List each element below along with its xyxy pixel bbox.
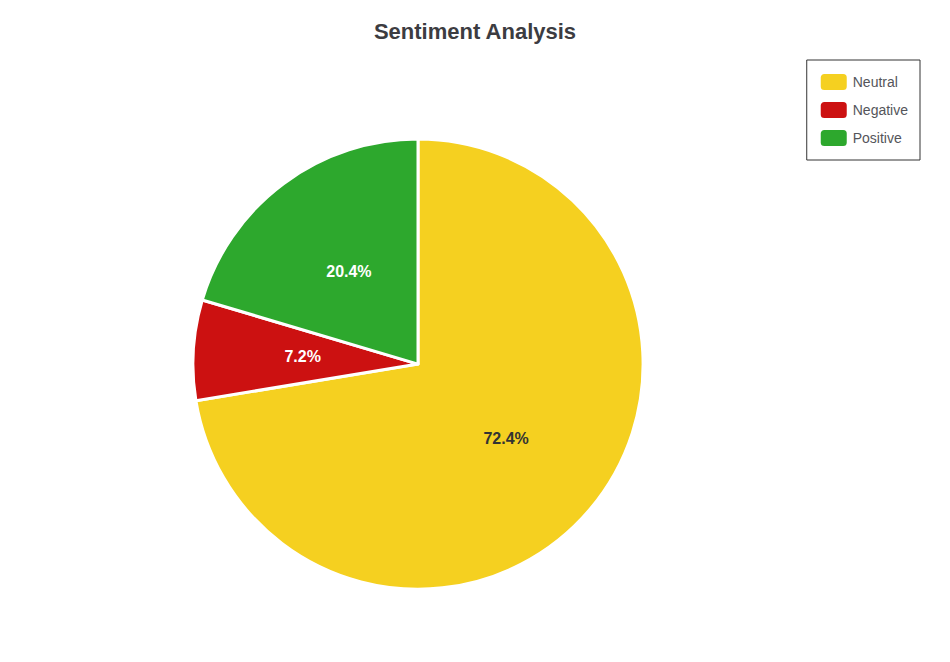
svg-text:20.4%: 20.4% — [326, 263, 371, 280]
svg-text:Neutral: Neutral — [853, 74, 898, 90]
svg-text:Sentiment Analysis: Sentiment Analysis — [374, 19, 576, 44]
svg-text:72.4%: 72.4% — [483, 430, 528, 447]
svg-text:7.2%: 7.2% — [284, 348, 320, 365]
svg-text:Positive: Positive — [853, 130, 902, 146]
svg-text:Negative: Negative — [853, 102, 908, 118]
